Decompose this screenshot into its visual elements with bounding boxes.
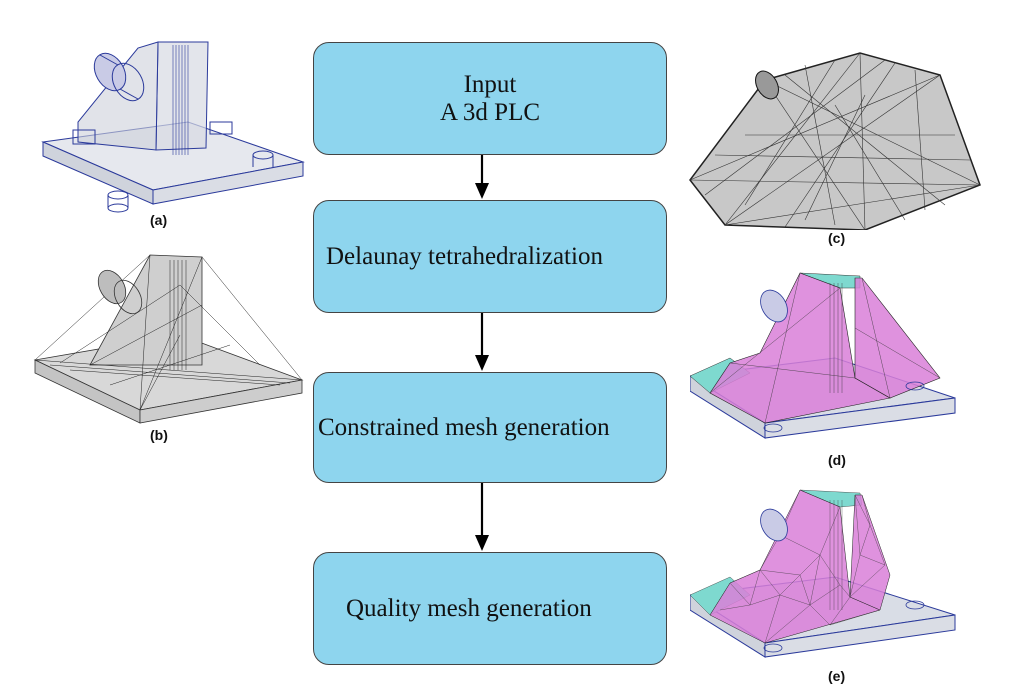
figure-b-caption: (b) — [150, 427, 168, 443]
flow-arrow-1 — [472, 155, 492, 200]
flow-step-quality: Quality mesh generation — [313, 552, 667, 665]
figure-c-caption: (c) — [828, 230, 846, 246]
flow-arrow-3 — [472, 483, 492, 552]
step-delaunay-label: Delaunay tetrahedralization — [326, 242, 603, 270]
figure-a-plc-model — [38, 30, 308, 230]
figure-c-convex-hull-mesh — [685, 35, 985, 230]
figure-d-caption: (d) — [828, 452, 846, 468]
step-quality-label: Quality mesh generation — [346, 594, 592, 622]
figure-b-delaunay-model — [30, 245, 310, 435]
figure-d-constrained-mesh — [690, 268, 970, 453]
figure-a-caption: (a) — [150, 212, 168, 228]
figure-e-caption: (e) — [828, 668, 846, 684]
flow-arrow-2 — [472, 313, 492, 372]
flow-step-delaunay: Delaunay tetrahedralization — [313, 200, 667, 313]
step-input-line-2: A 3d PLC — [439, 98, 541, 126]
step-input-line-1: Input — [463, 70, 517, 98]
step-constrained-label: Constrained mesh generation — [318, 413, 610, 441]
flow-step-input: Input A 3d PLC — [313, 42, 667, 155]
flow-step-constrained: Constrained mesh generation — [313, 372, 667, 483]
figure-e-quality-mesh — [690, 485, 970, 670]
